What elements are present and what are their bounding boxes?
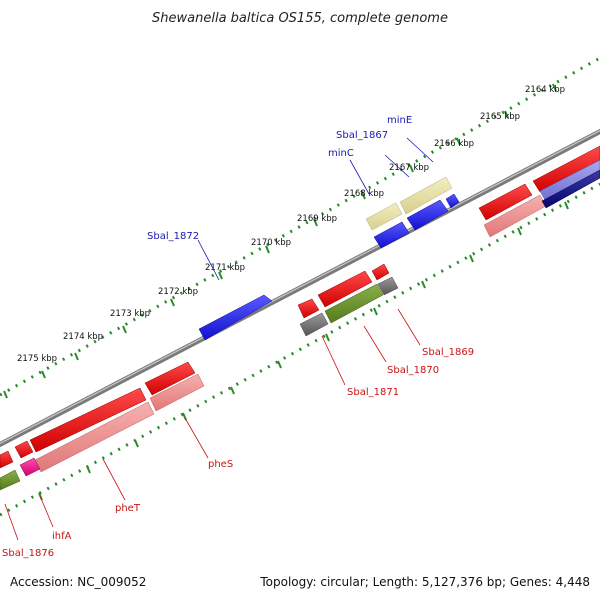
gene-label-sbal-1869[interactable]: Sbal_1869 bbox=[422, 347, 474, 358]
gene-grey-2[interactable] bbox=[377, 276, 399, 296]
gene-label-pheT[interactable]: pheT bbox=[115, 503, 141, 514]
inner-major-ticks bbox=[38, 201, 569, 501]
gene-red-1[interactable] bbox=[297, 298, 320, 319]
gene-grey-1[interactable] bbox=[299, 312, 329, 337]
outer-tick-track bbox=[0, 56, 600, 397]
gene-yellow-2[interactable] bbox=[399, 176, 453, 215]
tick-label: 2165 kbp bbox=[480, 112, 520, 122]
backbone bbox=[0, 128, 600, 448]
gene-red-3[interactable] bbox=[371, 263, 390, 281]
gene-red-2[interactable] bbox=[317, 270, 373, 308]
gene-label-sbal-1876[interactable]: Sbal_1876 bbox=[2, 548, 54, 559]
tick-label: 2171 kbp bbox=[205, 263, 245, 273]
gene-sbal-1872-arrow[interactable] bbox=[198, 294, 273, 341]
tick-label: 2166 kbp bbox=[434, 139, 474, 149]
tick-label: 2164 kbp bbox=[525, 85, 565, 95]
gene-label-minE[interactable]: minE bbox=[387, 115, 412, 126]
gene-red-small[interactable] bbox=[14, 440, 34, 459]
label-leaders bbox=[4, 137, 434, 541]
tick-label: 2168 kbp bbox=[344, 189, 384, 199]
gene-label-minC[interactable]: minC bbox=[328, 148, 354, 159]
gene-label-sbal-1870[interactable]: Sbal_1870 bbox=[387, 365, 439, 376]
gene-pheS-pink[interactable] bbox=[149, 373, 205, 412]
tick-label: 2174 kbp bbox=[63, 332, 103, 342]
tick-label: 2169 kbp bbox=[297, 214, 337, 224]
gene-navy[interactable] bbox=[541, 169, 600, 209]
gene-minE-arrow[interactable] bbox=[406, 199, 449, 231]
tick-labels: 2164 kbp 2165 kbp 2166 kbp 2167 kbp 2168… bbox=[17, 85, 565, 364]
gene-small-blue[interactable] bbox=[445, 193, 460, 209]
gene-label-ihfA[interactable]: ihfA bbox=[52, 531, 72, 542]
gene-label-sbal-1872[interactable]: Sbal_1872 bbox=[147, 231, 199, 242]
inner-tick-track bbox=[0, 182, 600, 517]
gene-minC-arrow[interactable] bbox=[373, 221, 410, 249]
accession-text: Accession: NC_009052 bbox=[10, 575, 146, 589]
tick-label: 2173 kbp bbox=[110, 309, 150, 319]
gene-red-5[interactable] bbox=[532, 145, 600, 193]
gene-sbal-1870-olive[interactable] bbox=[324, 283, 384, 324]
gene-label-sbal-1867[interactable]: Sbal_1867 bbox=[336, 130, 388, 141]
gene-olive-edge[interactable] bbox=[0, 469, 21, 491]
tick-label: 2175 kbp bbox=[17, 354, 57, 364]
gene-red-6[interactable] bbox=[144, 361, 196, 396]
outer-major-ticks bbox=[3, 83, 557, 399]
gene-lavender[interactable] bbox=[539, 159, 600, 201]
gene-label-pheS[interactable]: pheS bbox=[208, 459, 233, 470]
gene-ihfA-magenta[interactable] bbox=[19, 457, 41, 477]
tick-label: 2172 kbp bbox=[158, 287, 198, 297]
gene-label-sbal-1871[interactable]: Sbal_1871 bbox=[347, 387, 399, 398]
genome-summary-text: Topology: circular; Length: 5,127,376 bp… bbox=[259, 575, 590, 589]
gene-red-4[interactable] bbox=[478, 183, 533, 221]
gene-pheT-red[interactable] bbox=[29, 387, 147, 453]
gene-red-edge[interactable] bbox=[0, 450, 14, 469]
tick-label: 2170 kbp bbox=[251, 238, 291, 248]
gene-yellow-1[interactable] bbox=[365, 202, 403, 231]
tick-label: 2167 kbp bbox=[389, 163, 429, 173]
map-title: Shewanella baltica OS155, complete genom… bbox=[152, 11, 448, 26]
